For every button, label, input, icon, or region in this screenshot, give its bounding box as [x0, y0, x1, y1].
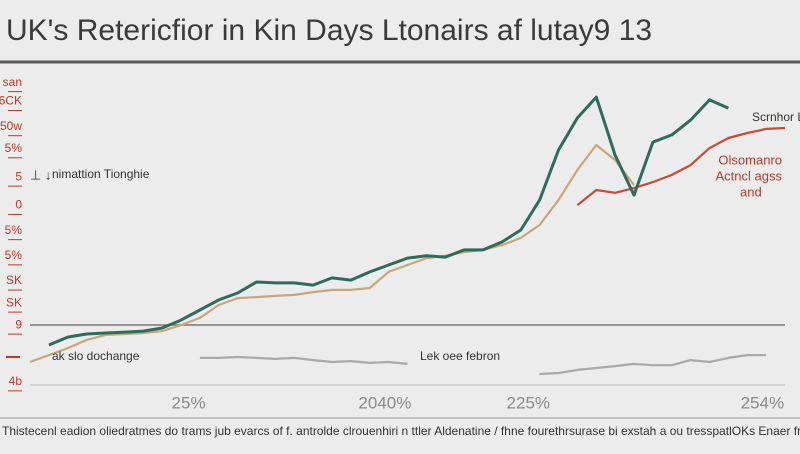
y-tick-label: 4b — [9, 374, 23, 388]
series-line — [29, 143, 635, 364]
y-tick-label: 5% — [5, 248, 23, 262]
y-tick-label: 0 — [15, 198, 22, 212]
annotation: Olsomanro — [718, 152, 782, 167]
annotation-icon: ⊥ ↓ — [30, 167, 51, 182]
annotation: ak slo dochange — [52, 349, 140, 363]
footer-text: Thistecenl eadion oliedratmes do trams j… — [2, 424, 800, 438]
y-tick-label: 5% — [5, 223, 23, 237]
x-tick-label: 25% — [172, 393, 206, 412]
series-line — [199, 354, 767, 376]
y-tick-label: 5 — [15, 169, 22, 183]
x-tick-label: 254% — [741, 393, 784, 412]
y-tick-label: 50w — [0, 119, 22, 133]
y-tick-label: SK — [6, 273, 22, 287]
annotation: Lek oee febron — [420, 349, 500, 363]
annotation: nimattion Tionghie — [52, 167, 150, 181]
series-line — [576, 126, 786, 206]
y-tick-label: 6CK — [0, 94, 22, 108]
annotation: Scrnhor L — [752, 110, 800, 124]
series-line — [48, 95, 729, 347]
annotation: Actncl agss — [716, 168, 783, 183]
y-tick-label: SK — [6, 295, 22, 309]
x-tick-label: 2040% — [358, 393, 411, 412]
chart-title: UK's Retericfior in Kin Days Ltonairs af… — [6, 14, 652, 47]
annotation: and — [740, 184, 762, 199]
y-tick-label: san — [3, 75, 22, 89]
y-tick-label: 9 — [15, 317, 22, 331]
y-tick-label: 5% — [5, 141, 23, 155]
x-tick-label: 225% — [507, 393, 550, 412]
